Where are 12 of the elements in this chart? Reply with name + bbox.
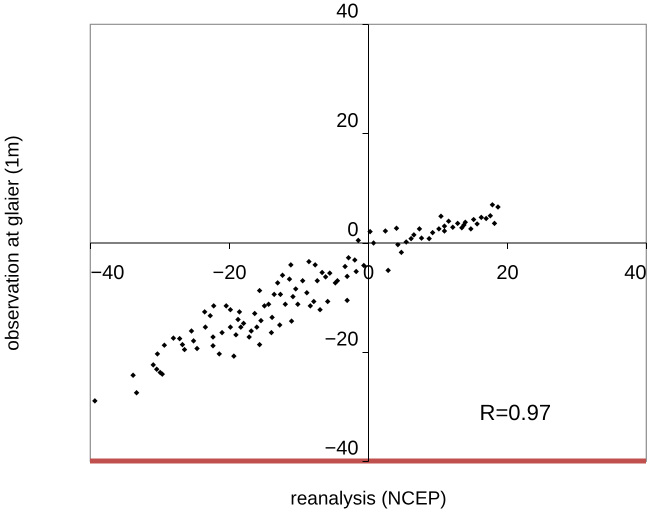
y-tick-label: 40 — [336, 0, 358, 22]
x-tick-label: 40 — [624, 262, 646, 284]
x-tick-label: 20 — [496, 262, 519, 284]
annotation: R=0.97 — [480, 400, 552, 425]
y-axis-title: observation at glaier (1m) — [2, 135, 24, 351]
y-tick-label: 0 — [347, 219, 358, 241]
y-tick-label: 20 — [336, 110, 358, 132]
y-tick-label: −20 — [324, 328, 358, 350]
x-tick-label: −20 — [212, 262, 246, 284]
x-axis-title: reanalysis (NCEP) — [290, 488, 447, 510]
x-tick-label: −40 — [90, 262, 124, 284]
y-tick-label: −40 — [324, 438, 358, 460]
